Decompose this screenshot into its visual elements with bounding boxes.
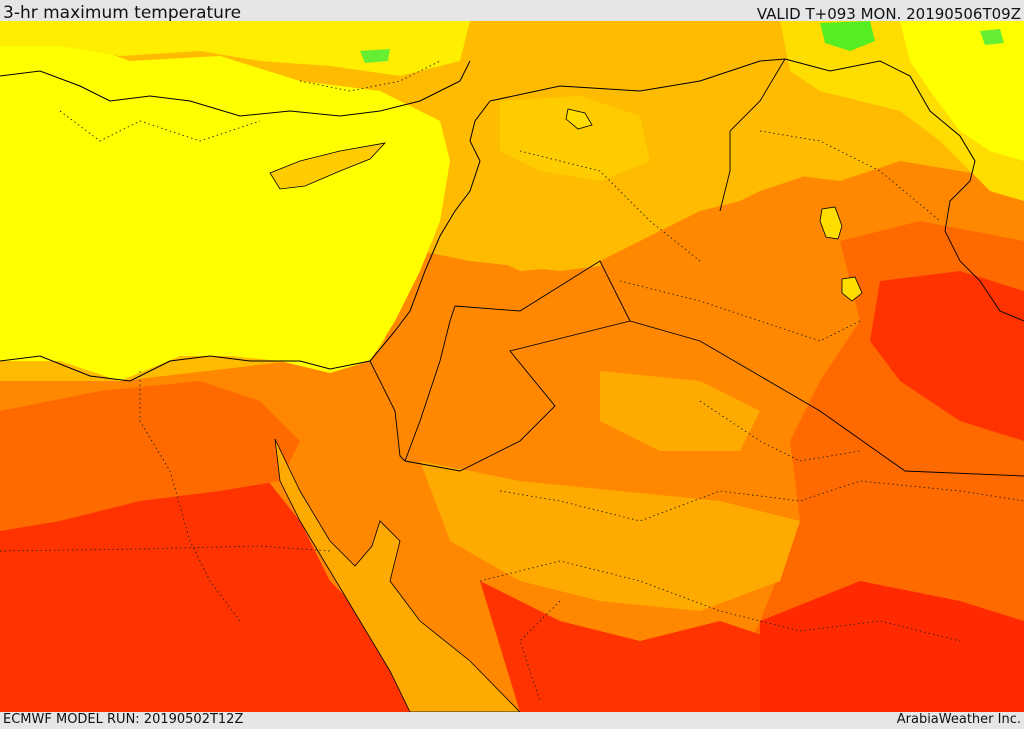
north-yellow-strip (0, 21, 470, 76)
syria-lighter (500, 96, 650, 181)
valid-time: VALID T+093 MON. 20190506T09Z (756, 5, 1021, 23)
green-patch-1 (820, 21, 875, 51)
footer-bar: ECMWF MODEL RUN: 20190502T12Z ArabiaWeat… (0, 712, 1024, 729)
south-red-center (480, 581, 820, 712)
egypt-dark (0, 381, 300, 531)
lake-razzaza (841, 276, 863, 302)
map-title: 3-hr maximum temperature (3, 3, 242, 23)
coastlines (0, 58, 976, 382)
northeast-bright (900, 21, 1024, 161)
cyprus (269, 142, 387, 190)
green-patch-2 (980, 29, 1004, 45)
dotted-boundaries (0, 60, 1024, 702)
temperature-map[interactable] (0, 21, 1024, 712)
header-bar: 3-hr maximum temperature VALID T+093 MON… (0, 0, 1024, 23)
borders (369, 58, 1024, 477)
red-sea (274, 438, 521, 712)
east-red (870, 271, 1024, 441)
mediterranean-yellow (0, 36, 450, 381)
lake-assad (565, 108, 593, 130)
south-red-east (760, 581, 1024, 712)
temperature-map-svg (0, 21, 1024, 712)
south-red-west (0, 451, 410, 712)
green-patch-3 (360, 49, 390, 63)
model-run-label: ECMWF MODEL RUN: 20190502T12Z (3, 712, 244, 727)
credit-label: ArabiaWeather Inc. (896, 712, 1021, 727)
saudi-amber-2 (600, 371, 760, 451)
saudi-amber (420, 461, 800, 611)
lake-tharthar (819, 206, 843, 240)
